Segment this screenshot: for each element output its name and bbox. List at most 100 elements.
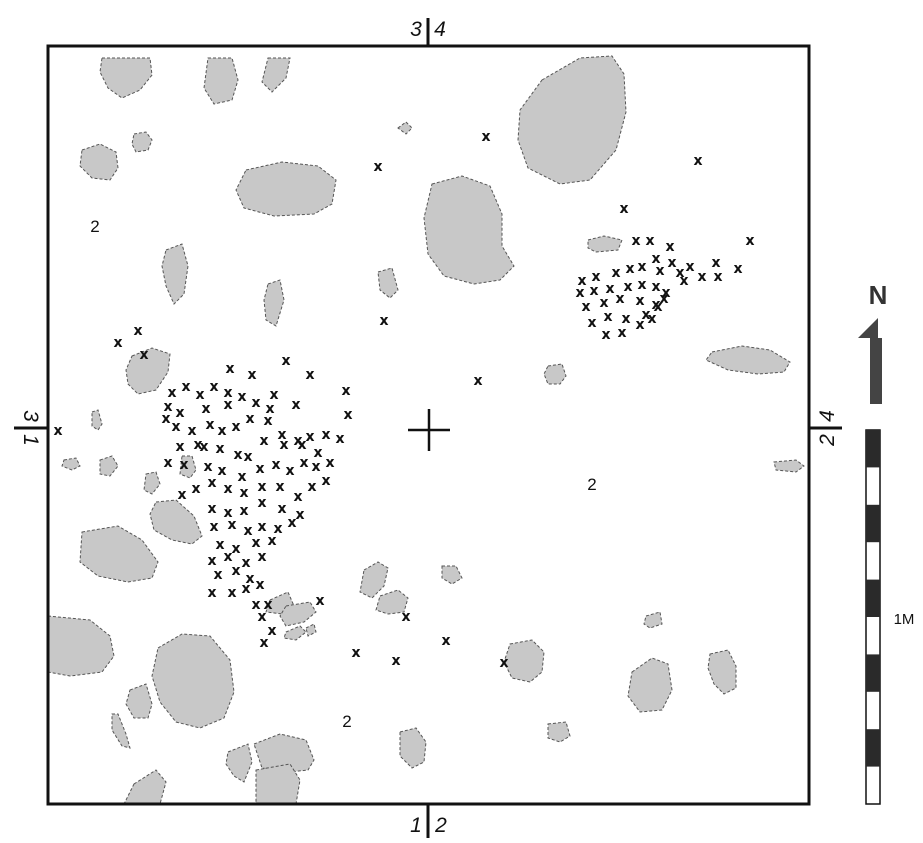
x-marker: x [577,273,586,289]
grid-label-left-bottom: 1 [19,434,42,446]
x-marker: x [203,459,212,475]
x-marker: x [257,495,266,511]
x-marker: x [591,269,600,285]
grid-label-left-top: 3 [19,410,42,422]
stone [161,243,189,305]
stone [377,267,399,299]
x-marker: x [223,549,232,565]
x-marker: x [277,427,286,443]
x-marker: x [241,555,250,571]
x-marker: x [603,309,612,325]
x-marker: x [213,567,222,583]
stone [399,727,427,769]
x-marker: x [207,475,216,491]
x-marker: x [217,423,226,439]
x-marker: x [659,291,668,307]
x-marker: x [179,457,188,473]
stone [543,363,567,385]
x-marker: x [651,279,660,295]
x-marker: x [679,273,688,289]
stone [225,743,253,783]
x-marker: x [133,323,142,339]
zone-label: 2 [587,475,596,494]
north-arrow-icon: N [858,280,887,404]
x-marker: x [281,353,290,369]
stone [61,457,81,471]
x-marker: x [665,239,674,255]
x-marker: x [311,459,320,475]
x-marker: x [305,367,314,383]
x-marker: x [697,269,706,285]
x-marker: x [231,541,240,557]
stone [643,611,663,629]
x-marker: x [245,571,254,587]
x-marker: x [209,519,218,535]
x-marker: x [251,395,260,411]
x-marker: x [239,503,248,519]
x-marker: x [287,515,296,531]
x-marker: x [243,523,252,539]
x-marker: x [227,585,236,601]
stone [149,499,203,545]
stone [261,57,291,93]
x-marker: x [191,481,200,497]
x-marker: x [257,549,266,565]
scale-label: 1M [894,611,915,628]
x-marker: x [733,261,742,277]
x-marker: x [167,385,176,401]
x-marker: x [195,387,204,403]
stone [253,733,315,773]
x-marker: x [321,473,330,489]
x-marker: x [175,405,184,421]
x-marker: x [315,593,324,609]
x-marker: x [335,431,344,447]
scale-bar-segment [866,579,880,617]
x-marker: x [285,463,294,479]
x-marker: x [163,455,172,471]
x-marker: x [641,307,650,323]
x-marker: x [297,437,306,453]
x-marker: x [247,367,256,383]
x-marker: x [481,129,490,145]
x-marker: x [313,445,322,461]
x-marker: x [275,479,284,495]
x-marker: x [273,521,282,537]
stone [587,235,623,253]
x-marker: x [647,311,656,327]
x-marker: x [625,261,634,277]
grid-label-right-top: 2 [816,434,839,447]
x-marker: x [223,481,232,497]
stone [125,683,153,719]
x-marker: x [269,387,278,403]
x-marker: x [293,433,302,449]
x-marker: x [651,297,660,313]
x-marker: x [237,469,246,485]
stone [547,721,571,743]
stone [263,279,285,327]
x-marker: x [199,439,208,455]
x-marker: x [257,609,266,625]
x-marker: x [171,419,180,435]
x-marker: x [237,389,246,405]
grid-label-top-right: 4 [434,18,446,41]
x-marker: x [587,315,596,331]
x-marker: x [611,265,620,281]
x-marker: x [215,441,224,457]
x-marker: x [259,433,268,449]
x-marker: x [441,633,450,649]
x-marker: x [53,423,62,439]
stone [283,625,307,641]
stone [123,769,167,805]
stone [203,57,239,105]
stone [99,455,119,477]
grid-label-bottom-left: 1 [410,814,422,837]
x-marker: x [299,455,308,471]
x-marker: x [653,299,662,315]
stone [131,131,153,153]
x-marker: x [215,537,224,553]
x-marker: x [645,233,654,249]
x-marker: x [631,233,640,249]
x-marker: x [635,317,644,333]
stone [359,561,389,599]
